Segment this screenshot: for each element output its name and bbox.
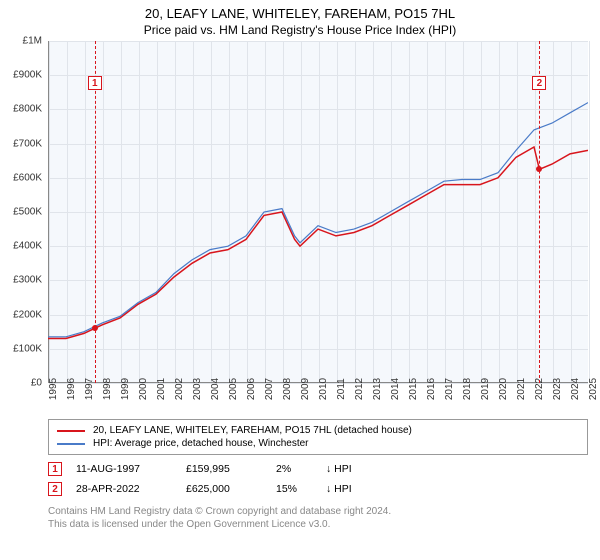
- footer: Contains HM Land Registry data © Crown c…: [48, 505, 588, 531]
- y-axis: £0£100K£200K£300K£400K£500K£600K£700K£80…: [0, 41, 44, 383]
- event-row: 2 28-APR-2022£625,00015%↓ HPI: [48, 479, 588, 499]
- footer-line-1: Contains HM Land Registry data © Crown c…: [48, 505, 588, 518]
- event-price: £159,995: [186, 463, 276, 475]
- event-direction: ↓ HPI: [326, 463, 352, 475]
- legend-swatch: [57, 430, 85, 432]
- event-price: £625,000: [186, 483, 276, 495]
- event-pct: 2%: [276, 463, 326, 475]
- event-date: 28-APR-2022: [76, 483, 186, 495]
- y-tick-label: £600K: [13, 172, 42, 183]
- marker-point: [92, 325, 98, 331]
- y-tick-label: £800K: [13, 104, 42, 115]
- y-tick-label: £0: [31, 378, 42, 389]
- legend-label: 20, LEAFY LANE, WHITELEY, FAREHAM, PO15 …: [93, 425, 412, 436]
- events-table: 1 11-AUG-1997£159,9952%↓ HPI 2 28-APR-2022£…: [48, 459, 588, 499]
- chart-title: 20, LEAFY LANE, WHITELEY, FAREHAM, PO15 …: [0, 0, 600, 21]
- chart-lines: [48, 41, 588, 383]
- event-pct: 15%: [276, 483, 326, 495]
- y-tick-label: £900K: [13, 70, 42, 81]
- y-tick-label: £700K: [13, 138, 42, 149]
- footer-line-2: This data is licensed under the Open Gov…: [48, 518, 588, 531]
- y-tick-label: £100K: [13, 343, 42, 354]
- y-tick-label: £1M: [23, 36, 42, 47]
- y-tick-label: £400K: [13, 241, 42, 252]
- legend: 20, LEAFY LANE, WHITELEY, FAREHAM, PO15 …: [48, 419, 588, 455]
- marker-box: 2: [532, 76, 546, 90]
- chart-area: £0£100K£200K£300K£400K£500K£600K£700K£80…: [48, 41, 588, 413]
- event-marker: 1: [48, 462, 62, 476]
- marker-refline: [95, 41, 96, 383]
- legend-row: 20, LEAFY LANE, WHITELEY, FAREHAM, PO15 …: [57, 424, 579, 437]
- x-tick-label: 2025: [588, 378, 599, 400]
- event-date: 11-AUG-1997: [76, 463, 186, 475]
- event-direction: ↓ HPI: [326, 483, 352, 495]
- legend-row: HPI: Average price, detached house, Winc…: [57, 437, 579, 450]
- event-row: 1 11-AUG-1997£159,9952%↓ HPI: [48, 459, 588, 479]
- marker-point: [536, 166, 542, 172]
- x-axis: 1995199619971998199920002001200220032004…: [48, 383, 588, 413]
- legend-swatch: [57, 443, 85, 445]
- y-tick-label: £200K: [13, 309, 42, 320]
- series-line: [48, 103, 588, 337]
- event-marker: 2: [48, 482, 62, 496]
- marker-box: 1: [88, 76, 102, 90]
- chart-subtitle: Price paid vs. HM Land Registry's House …: [0, 21, 600, 41]
- gridline-v: [589, 41, 590, 382]
- y-tick-label: £300K: [13, 275, 42, 286]
- legend-label: HPI: Average price, detached house, Winc…: [93, 438, 309, 449]
- marker-refline: [539, 41, 540, 383]
- y-tick-label: £500K: [13, 207, 42, 218]
